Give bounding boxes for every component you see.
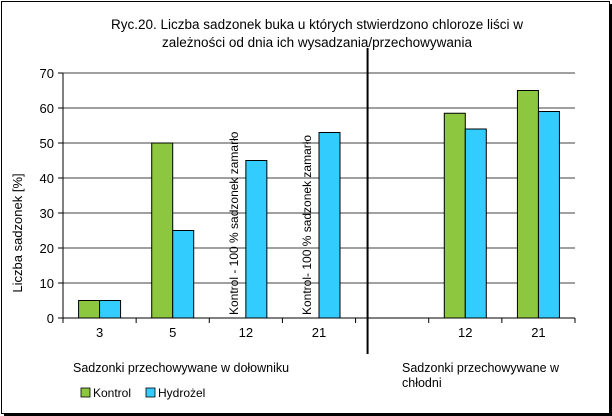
bar-hydrozel-0 <box>99 300 122 319</box>
plot-area: 0 10 20 30 40 50 60 70 3 5 12 21 12 21 Kontrol - 100 %… <box>40 48 576 354</box>
annotation-kontrol-dead-1: Kontrol- 100 % sadzonek zamarło <box>300 135 314 315</box>
bar-kontrol-6 <box>516 90 539 319</box>
bar-hydrozel-1 <box>172 230 195 319</box>
y-axis-label: Liczba sadzonek [%] <box>10 173 25 292</box>
chart-title-line-1: Ryc.20. Liczba sadzonek buka u których s… <box>111 17 523 32</box>
y-tick-label-70: 70 <box>40 66 54 81</box>
y-tick-label-10: 10 <box>40 276 54 291</box>
y-tick-label-0: 0 <box>47 311 54 326</box>
group-label-dolownik: Sadzonki przechowywane w dołowniku <box>73 361 289 375</box>
bar-kontrol-1 <box>151 142 174 319</box>
x-tick-label-0: 3 <box>96 325 103 340</box>
y-tick-label-50: 50 <box>40 136 54 151</box>
x-tick-label-1: 5 <box>169 325 176 340</box>
group-labels: Sadzonki przechowywane w dołowniku Sadzo… <box>73 361 560 390</box>
chart-title: Ryc.20. Liczba sadzonek buka u których s… <box>111 17 523 50</box>
bar-hydrozel-2 <box>245 160 268 319</box>
x-tick-label-3: 21 <box>312 325 326 340</box>
annotation-kontrol-dead-0: Kontrol - 100 % sadzonek zamarło <box>227 131 241 315</box>
bar-hydrozel-3 <box>318 132 341 319</box>
y-tick-label-60: 60 <box>40 101 54 116</box>
group-label-chlodnia-line-2: chłodni <box>402 376 442 390</box>
x-tick-label-2: 12 <box>239 325 253 340</box>
group-label-chlodnia-line-1: Sadzonki przechowywane w <box>402 361 560 375</box>
y-tick-label-30: 30 <box>40 206 54 221</box>
chart-title-line-2: zależności od dnia ich wysadzania/przech… <box>162 35 472 50</box>
legend-swatch-kontrol <box>80 387 91 398</box>
bar-kontrol-0 <box>78 300 101 319</box>
x-tick-label-5: 12 <box>458 325 472 340</box>
bar-hydrozel-5 <box>464 128 487 319</box>
bar-hydrozel-6 <box>537 111 560 319</box>
legend: Kontrol Hydrożel <box>80 386 205 400</box>
legend-label-hydrozel: Hydrożel <box>158 386 205 400</box>
legend-swatch-hydrozel <box>145 387 156 398</box>
legend-label-kontrol: Kontrol <box>93 386 131 400</box>
y-tick-label-20: 20 <box>40 241 54 256</box>
x-tick-label-6: 21 <box>531 325 545 340</box>
bar-kontrol-5 <box>443 112 466 319</box>
y-tick-label-40: 40 <box>40 171 54 186</box>
